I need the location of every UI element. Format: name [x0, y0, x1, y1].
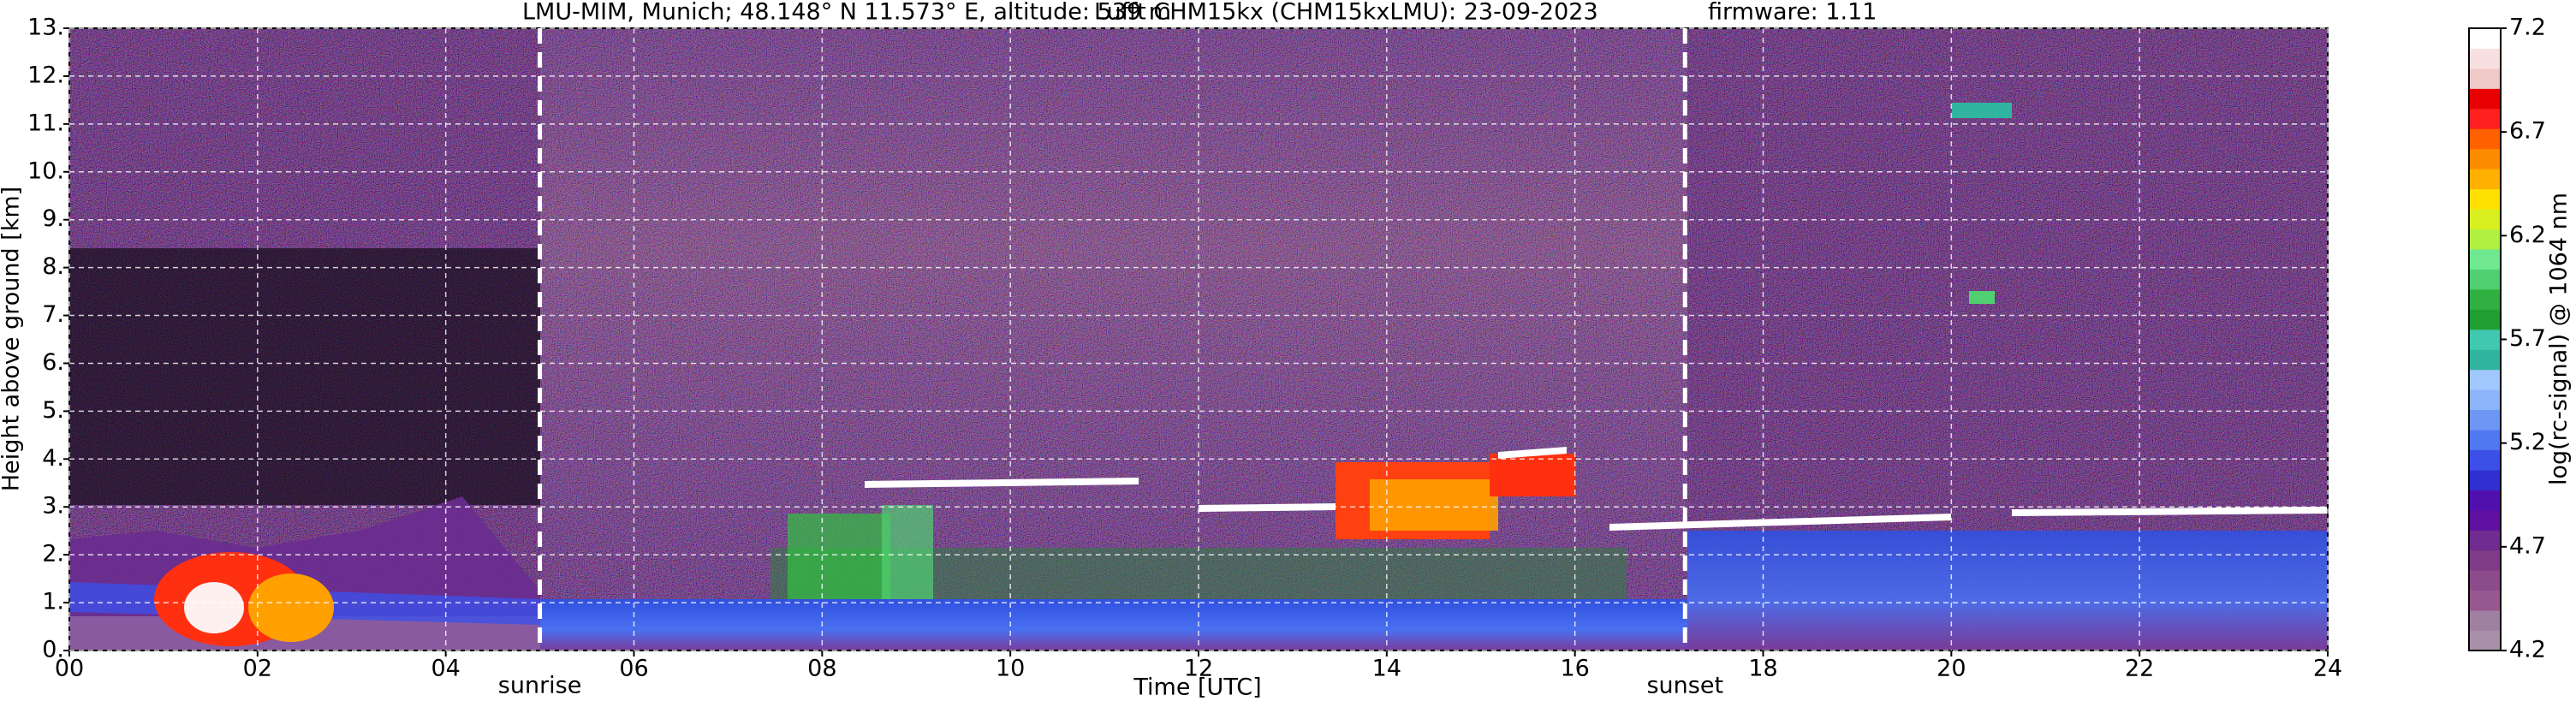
- y-axis-label: Height above ground [km]: [0, 187, 25, 491]
- y-tick-label: 1.: [42, 589, 64, 615]
- colorbar-segment: [2469, 169, 2501, 190]
- colorbar-segment: [2469, 490, 2501, 511]
- colorbar-segment: [2469, 288, 2501, 310]
- title: Lufft CHM15kx (CHM15kxLMU): 23-09-2023: [1094, 0, 1598, 26]
- y-tick-label: 11.: [27, 110, 64, 136]
- colorbar-segment: [2469, 449, 2501, 471]
- cloud-base: [1609, 514, 1951, 531]
- colorbar-segment: [2469, 269, 2501, 290]
- colorbar-label: log(rc-signal) @ 1064 nm: [2546, 193, 2573, 485]
- x-tick-label: 16: [1560, 656, 1589, 682]
- colorbar-tick-label: 5.7: [2509, 325, 2546, 352]
- y-tick-label: 7.: [42, 301, 64, 328]
- colorbar-segment: [2469, 389, 2501, 411]
- colorbar-segment: [2469, 590, 2501, 611]
- y-tick-label: 6.: [42, 349, 64, 376]
- colorbar-segment: [2469, 309, 2501, 330]
- x-tick-label: 12: [1184, 656, 1213, 682]
- colorbar-tick-label: 7.2: [2509, 15, 2546, 41]
- evening-layer: [1687, 531, 2328, 651]
- cirrus: [1952, 103, 2012, 118]
- white-blob: [184, 582, 244, 633]
- annotation-label: sunrise: [498, 673, 582, 699]
- y-tick-label: 9.: [42, 205, 64, 232]
- y-tick-label: 0.: [42, 637, 64, 663]
- x-tick-label: 22: [2125, 656, 2154, 682]
- x-tick-label: 24: [2313, 656, 2342, 682]
- orange-blob: [248, 573, 334, 642]
- colorbar-segment: [2469, 128, 2501, 150]
- x-tick-label: 18: [1748, 656, 1777, 682]
- annotation-label: sunset: [1646, 673, 1723, 699]
- colorbar-segment: [2469, 630, 2501, 651]
- green-plume: [788, 514, 890, 599]
- cirrus: [1969, 291, 1995, 304]
- x-axis-label: Time [UTC]: [1133, 674, 1261, 701]
- cloud-top: [1498, 447, 1567, 459]
- colorbar-segment: [2469, 188, 2501, 210]
- colorbar-segment: [2469, 209, 2501, 230]
- colorbar-tick-label: 6.2: [2509, 222, 2546, 248]
- colorbar-segment: [2469, 28, 2501, 49]
- colorbar-segment: [2469, 509, 2501, 531]
- cloud: [1490, 454, 1575, 496]
- colorbar-segment: [2469, 148, 2501, 169]
- y-tick-label: 8.: [42, 253, 64, 280]
- title: LMU-MIM, Munich; 48.148° N 11.573° E, al…: [522, 0, 1171, 26]
- y-tick-label: 12.: [27, 62, 64, 88]
- y-tick-label: 10.: [27, 157, 64, 184]
- colorbar-segment: [2469, 68, 2501, 89]
- x-tick-label: 08: [807, 656, 836, 682]
- dark-region: [69, 248, 540, 505]
- x-tick-label: 14: [1372, 656, 1401, 682]
- x-tick-label: 06: [619, 656, 648, 682]
- colorbar-segment: [2469, 430, 2501, 450]
- x-tick-label: 02: [243, 656, 272, 682]
- colorbar-tick-label: 4.7: [2509, 532, 2546, 559]
- colorbar-segment: [2469, 469, 2501, 490]
- colorbar-tick-label: 5.2: [2509, 429, 2546, 455]
- day-low-layer: [540, 599, 1687, 651]
- x-tick-label: 10: [996, 656, 1025, 682]
- colorbar-segment: [2469, 349, 2501, 371]
- y-tick-label: 2.: [42, 541, 64, 567]
- cloud-base: [2012, 507, 2328, 516]
- colorbar-segment: [2469, 550, 2501, 571]
- colorbar-segment: [2469, 570, 2501, 591]
- colorbar-segment: [2469, 108, 2501, 129]
- colorbar-segment: [2469, 229, 2501, 250]
- y-tick-label: 3.: [42, 493, 64, 520]
- x-tick-label: 00: [55, 656, 84, 682]
- title: firmware: 1.11: [1708, 0, 1877, 26]
- colorbar-segment: [2469, 530, 2501, 551]
- x-tick-label: 20: [1936, 656, 1966, 682]
- colorbar-segment: [2469, 48, 2501, 69]
- cloud: [1370, 479, 1498, 531]
- x-tick-label: 04: [431, 656, 460, 682]
- colorbar-segment: [2469, 409, 2501, 431]
- cloud-base: [865, 478, 1139, 488]
- colorbar-tick-label: 4.2: [2509, 637, 2546, 663]
- y-tick-label: 13.: [27, 15, 64, 41]
- colorbar-segment: [2469, 610, 2501, 632]
- green-plume: [882, 505, 933, 599]
- colorbar-tick-label: 6.7: [2509, 118, 2546, 145]
- colorbar-segment: [2469, 369, 2501, 390]
- y-tick-label: 4.: [42, 445, 64, 472]
- colorbar-segment: [2469, 329, 2501, 350]
- y-tick-label: 5.: [42, 397, 64, 424]
- cloud-base: [1199, 503, 1336, 512]
- colorbar-segment: [2469, 248, 2501, 270]
- colorbar-segment: [2469, 88, 2501, 110]
